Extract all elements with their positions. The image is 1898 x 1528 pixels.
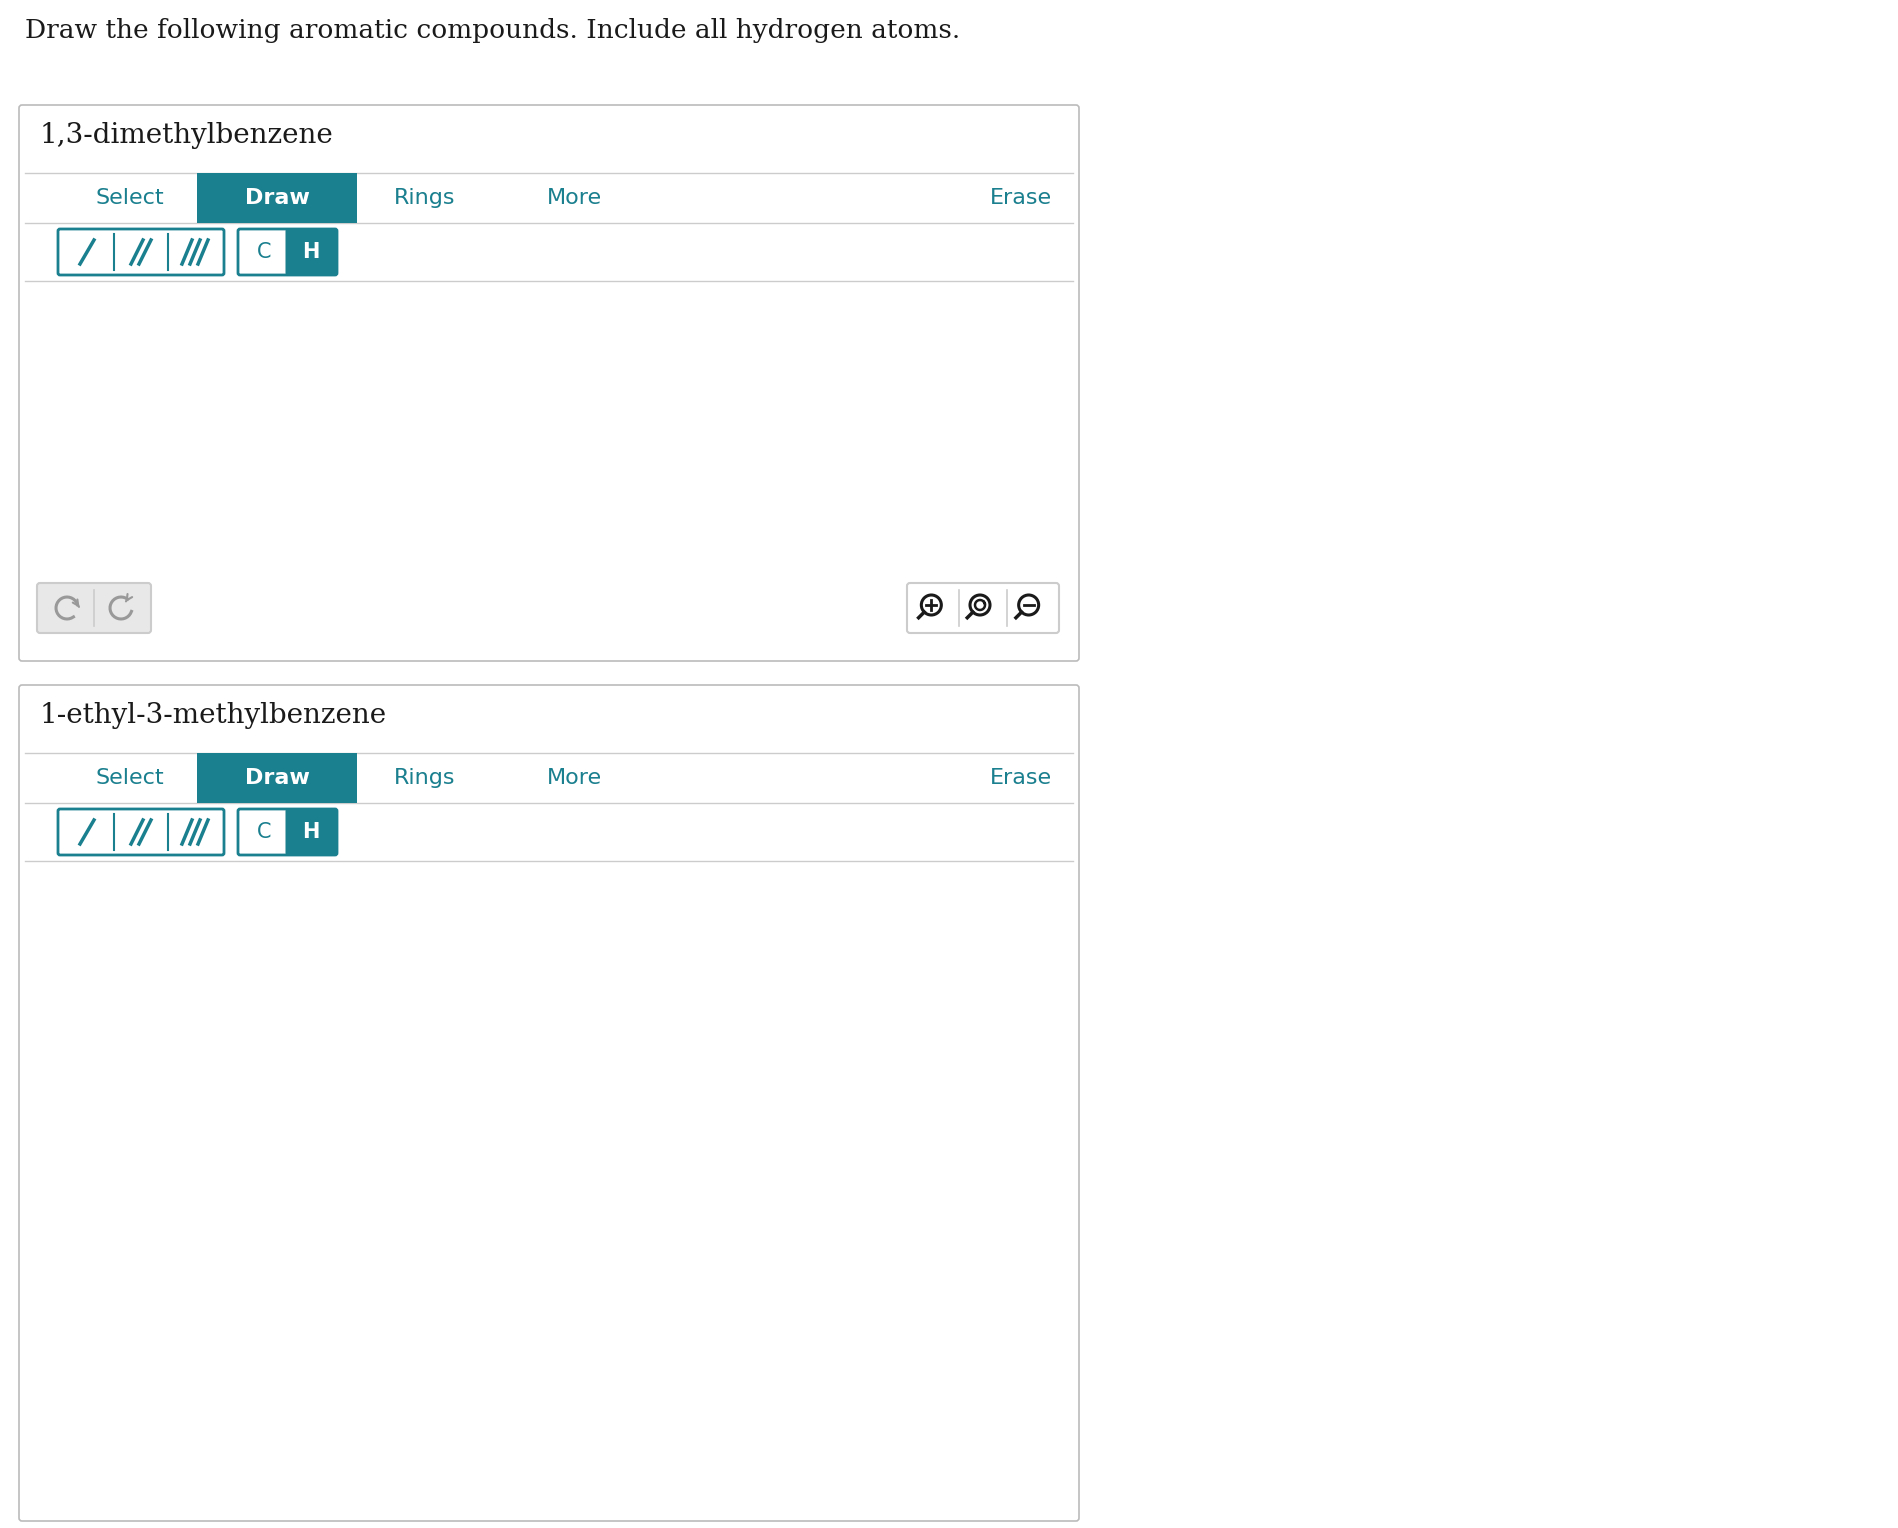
Bar [25,753,1072,804]
Text: H: H [302,241,321,261]
FancyBboxPatch shape [19,105,1078,662]
Bar [197,173,357,223]
FancyBboxPatch shape [237,808,338,856]
Text: C: C [256,241,271,261]
Bar [287,232,332,270]
Bar [25,804,1072,860]
Text: Draw: Draw [245,769,309,788]
Text: 1,3-dimethylbenzene: 1,3-dimethylbenzene [40,122,334,150]
Text: More: More [547,769,602,788]
Bar [25,173,1072,223]
Bar [287,813,332,851]
FancyBboxPatch shape [19,685,1078,1520]
Text: More: More [547,188,602,208]
Bar [197,753,357,804]
Text: Draw the following aromatic compounds. Include all hydrogen atoms.: Draw the following aromatic compounds. I… [25,18,960,43]
Bar [25,223,1072,281]
FancyBboxPatch shape [285,229,338,275]
Text: Rings: Rings [395,769,456,788]
Text: 1-ethyl-3-methylbenzene: 1-ethyl-3-methylbenzene [40,701,387,729]
Text: H: H [302,822,321,842]
Text: Draw: Draw [245,188,309,208]
FancyBboxPatch shape [59,808,224,856]
Text: Erase: Erase [991,769,1051,788]
Text: Rings: Rings [395,188,456,208]
Text: C: C [256,822,271,842]
FancyBboxPatch shape [59,229,224,275]
FancyBboxPatch shape [285,808,338,856]
Text: Select: Select [95,769,165,788]
Text: Erase: Erase [991,188,1051,208]
FancyBboxPatch shape [237,229,338,275]
FancyBboxPatch shape [36,584,152,633]
Text: Select: Select [95,188,165,208]
FancyBboxPatch shape [907,584,1059,633]
